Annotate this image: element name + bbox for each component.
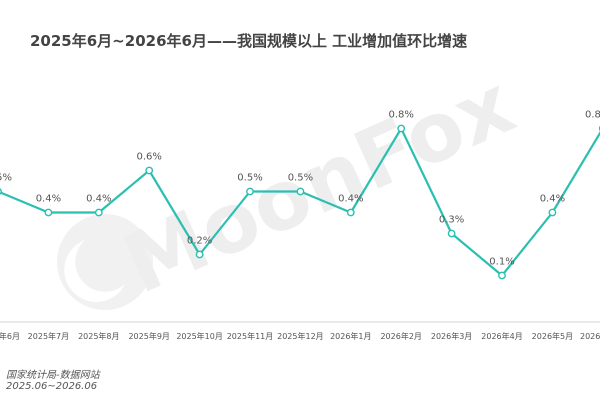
- x-tick-label: 2026年4月: [481, 331, 522, 341]
- data-label: 0.8%: [585, 110, 600, 121]
- x-tick-label: 2026年5月: [532, 331, 573, 341]
- data-point: [397, 124, 406, 133]
- data-label: 0.3%: [439, 215, 464, 226]
- x-tick-label: 2025年11月: [227, 331, 274, 341]
- x-tick-label: 2025年7月: [28, 331, 69, 341]
- data-label: 0.5%: [288, 173, 313, 184]
- period-note: 2025.06~2026.06: [6, 381, 98, 392]
- x-tick-label: 2026年3月: [431, 331, 472, 341]
- data-point: [548, 208, 557, 217]
- data-point: [0, 188, 2, 195]
- x-tick-label: 2026年1月: [330, 331, 371, 341]
- chart-title: 2025年6月~2026年6月——我国规模以上 工业增加值环比增速: [30, 32, 468, 50]
- x-tick-label: 2025年8月: [78, 331, 119, 341]
- data-label: 0.4%: [338, 194, 363, 205]
- data-label: 0.2%: [187, 236, 212, 247]
- data-point: [246, 187, 254, 196]
- data-label: 0.8%: [388, 110, 413, 121]
- x-axis-ticks: 2025年6月 2025年7月 2025年8月 2025年9月 2025年10月 2025…: [0, 331, 600, 341]
- data-point: [346, 208, 355, 217]
- data-label: 0.6%: [136, 152, 161, 163]
- data-point: [447, 229, 456, 238]
- data-point: [195, 250, 204, 259]
- data-point: [94, 208, 103, 217]
- x-tick-label: 2025年10月: [176, 331, 223, 341]
- data-labels: 0.5% 0.4% 0.4% 0.6% 0.2% 0.5% 0.5% 0.4% 0.8% 0.3%…: [0, 110, 600, 268]
- x-tick-label: 2025年9月: [128, 331, 169, 341]
- watermark: MoonFox: [57, 57, 528, 313]
- series-points: [0, 124, 600, 280]
- x-tick-label: 2025年6月: [0, 331, 20, 341]
- data-label: 0.5%: [237, 173, 262, 184]
- data-point: [145, 166, 154, 175]
- x-tick-label: 2025年12月: [277, 331, 324, 341]
- source-note: 国家统计局-数据网站: [6, 370, 100, 381]
- data-label: 0.4%: [86, 194, 111, 205]
- data-point: [296, 187, 305, 196]
- data-label: 0.1%: [489, 257, 514, 268]
- data-label: 0.4%: [540, 194, 565, 205]
- data-label: 0.4%: [36, 194, 61, 205]
- data-label: 0.5%: [0, 173, 12, 184]
- data-point: [44, 208, 53, 217]
- x-tick-label: 2026年6月: [580, 331, 600, 341]
- watermark-text: MoonFox: [110, 57, 527, 312]
- watermark-logo-crescent: [64, 240, 125, 302]
- data-point: [498, 271, 506, 280]
- x-tick-label: 2026年2月: [380, 331, 421, 341]
